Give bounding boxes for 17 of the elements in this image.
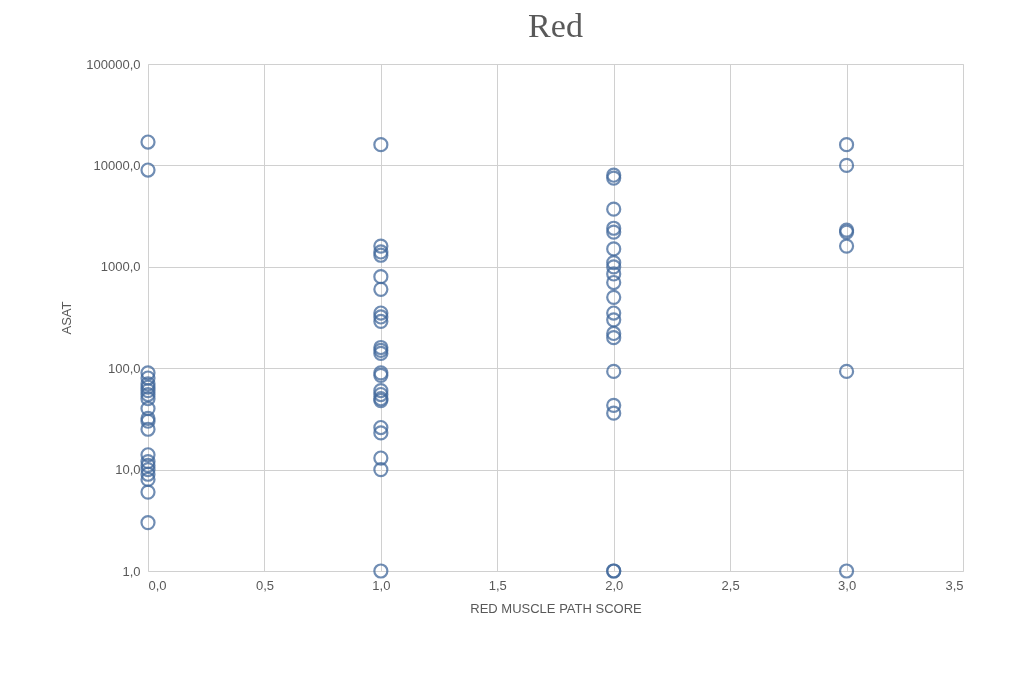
y-tick-label: 10000,0 xyxy=(93,157,141,173)
y-axis-title: ASAT xyxy=(59,301,75,335)
x-tick-label: 1,5 xyxy=(488,577,507,593)
x-tick-label: 1,0 xyxy=(372,577,391,593)
x-tick-label: 2,0 xyxy=(605,577,624,593)
y-tick-label: 100,0 xyxy=(107,360,141,376)
x-tick-label: 2,5 xyxy=(721,577,740,593)
x-tick-label: 3,0 xyxy=(838,577,857,593)
y-tick-label: 100000,0 xyxy=(86,56,141,72)
x-axis-title: RED MUSCLE PATH SCORE xyxy=(470,600,643,616)
x-tick-label: 0,5 xyxy=(255,577,274,593)
x-tick-label: 0,0 xyxy=(148,577,167,593)
y-tick-label: 10,0 xyxy=(115,462,141,478)
y-tick-label: 1000,0 xyxy=(100,259,141,275)
x-tick-label: 3,5 xyxy=(945,577,964,593)
chart-title: Red xyxy=(528,7,583,44)
y-tick-label: 1,0 xyxy=(122,563,141,579)
